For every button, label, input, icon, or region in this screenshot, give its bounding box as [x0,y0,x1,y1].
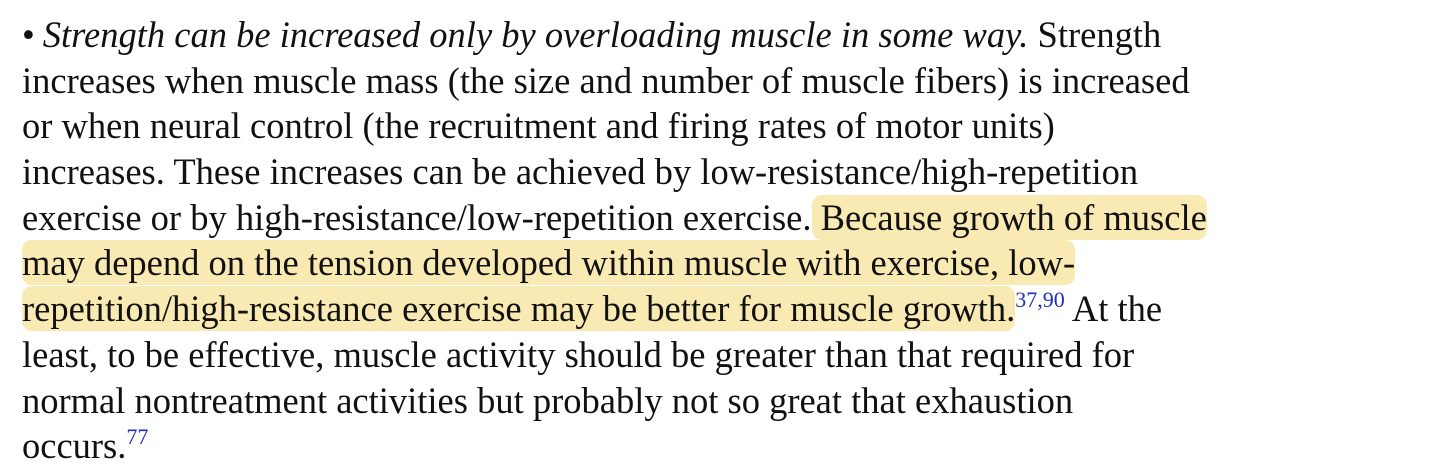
text-line: exercise or by high-resistance/low-repet… [22,194,1422,241]
text-run: increases when muscle mass (the size and… [22,59,1190,101]
text-run: normal nontreatment activities but proba… [22,379,1074,421]
text-line: • Strength can be increased only by overl… [22,12,1422,58]
text-run: Strength can be increased only by overlo… [42,14,1029,55]
text-run: • [22,14,35,55]
highlighted-text: repetition/high-resistance exercise may … [22,286,1016,332]
text-line: increases. These increases can be achiev… [22,149,1422,195]
text-run: Strength [1028,14,1162,55]
text-run: increases. These increases can be achiev… [22,151,1139,193]
highlighted-text: may depend on the tension developed with… [22,240,1076,286]
text-run: exercise or by high-resistance/low-repet… [22,196,812,238]
text-run: occurs. [22,425,127,467]
text-line: repetition/high-resistance exercise may … [22,286,1422,332]
text-line: least, to be effective, muscle activity … [22,332,1422,378]
text-line: normal nontreatment activities but proba… [22,378,1422,424]
text-line: or when neural control (the recruitment … [22,103,1422,149]
paragraph: • Strength can be increased only by overl… [22,12,1422,469]
citation[interactable]: 77 [126,424,149,450]
text-line: increases when muscle mass (the size and… [22,58,1422,104]
text-line: occurs.77 [22,423,1422,469]
text-run: or when neural control (the recruitment … [22,105,1055,147]
text-run: At the [1064,288,1163,330]
text-run: least, to be effective, muscle activity … [22,333,1135,375]
text-line: may depend on the tension developed with… [22,240,1422,286]
highlighted-text: Because growth of muscle [811,194,1207,240]
page: • Strength can be increased only by overl… [22,14,1207,467]
citation[interactable]: 37,90 [1015,287,1065,313]
